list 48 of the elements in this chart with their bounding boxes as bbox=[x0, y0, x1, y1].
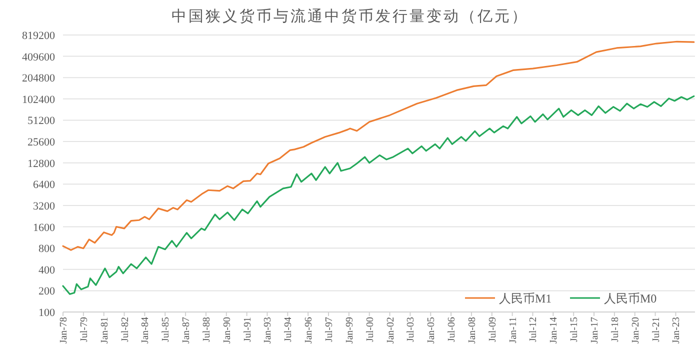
x-tick-label: Jan-81 bbox=[99, 317, 110, 344]
x-tick-label: Jul-82 bbox=[120, 317, 131, 342]
chart-title: 中国狭义货币与流通中货币发行量变动（亿元） bbox=[172, 8, 528, 25]
x-tick-label: Jul-88 bbox=[201, 317, 212, 342]
y-tick-label: 25600 bbox=[28, 136, 56, 149]
y-tick-label: 51200 bbox=[28, 115, 56, 128]
y-tick-label: 200 bbox=[38, 286, 56, 298]
x-tick-label: Jul-03 bbox=[406, 317, 417, 342]
x-tick-label: Jul-15 bbox=[569, 317, 580, 342]
x-tick-label: Jan-84 bbox=[140, 317, 152, 344]
x-tick-label: Jul-06 bbox=[446, 317, 458, 342]
y-tick-label: 204800 bbox=[22, 72, 56, 85]
x-tick-label: Jul-12 bbox=[528, 317, 540, 342]
legend-label: 人民币M1 bbox=[499, 292, 552, 306]
x-tick-label: Jan-23 bbox=[671, 317, 682, 344]
x-tick-label: Jul-00 bbox=[364, 317, 376, 342]
x-tick-label: Jul-09 bbox=[487, 317, 498, 342]
y-tick-label: 1600 bbox=[33, 222, 56, 234]
x-tick-label: Jan-11 bbox=[508, 317, 519, 344]
x-tick-label: Jul-94 bbox=[283, 317, 294, 342]
x-tick-label: Jan-99 bbox=[344, 317, 356, 344]
y-tick-label: 819200 bbox=[22, 30, 56, 42]
x-tick-label: Jul-91 bbox=[242, 317, 254, 342]
x-tick-label: Jan-14 bbox=[548, 317, 560, 344]
y-tick-label: 409600 bbox=[22, 51, 56, 64]
x-tick-label: Jan-78 bbox=[58, 317, 70, 344]
x-tick-label: Jan-17 bbox=[590, 317, 601, 344]
y-tick-label: 3200 bbox=[33, 200, 56, 212]
x-tick-label: Jul-79 bbox=[78, 317, 90, 342]
y-tick-label: 102400 bbox=[22, 94, 56, 106]
y-tick-label: 6400 bbox=[33, 179, 56, 192]
y-tick-label: 12800 bbox=[28, 158, 56, 170]
x-tick-label: Jan-08 bbox=[466, 317, 478, 344]
x-tick-label: Jan-87 bbox=[181, 317, 192, 344]
x-tick-label: Jan-20 bbox=[630, 317, 642, 344]
x-tick-label: Jul-18 bbox=[610, 317, 621, 342]
y-tick-label: 100 bbox=[38, 307, 56, 319]
x-tick-label: Jan-02 bbox=[385, 317, 396, 344]
y-tick-label: 800 bbox=[38, 243, 56, 256]
x-tick-label: Jan-93 bbox=[262, 317, 274, 344]
x-tick-label: Jan-96 bbox=[304, 317, 315, 344]
x-tick-label: Jul-85 bbox=[160, 317, 172, 342]
x-tick-label: Jul-97 bbox=[324, 317, 336, 342]
x-tick-label: Jul-21 bbox=[650, 317, 662, 342]
x-tick-label: Jan-05 bbox=[426, 317, 438, 344]
x-tick-label: Jan-90 bbox=[222, 317, 233, 344]
y-tick-label: 400 bbox=[38, 264, 56, 276]
legend-label: 人民币M0 bbox=[604, 292, 657, 306]
